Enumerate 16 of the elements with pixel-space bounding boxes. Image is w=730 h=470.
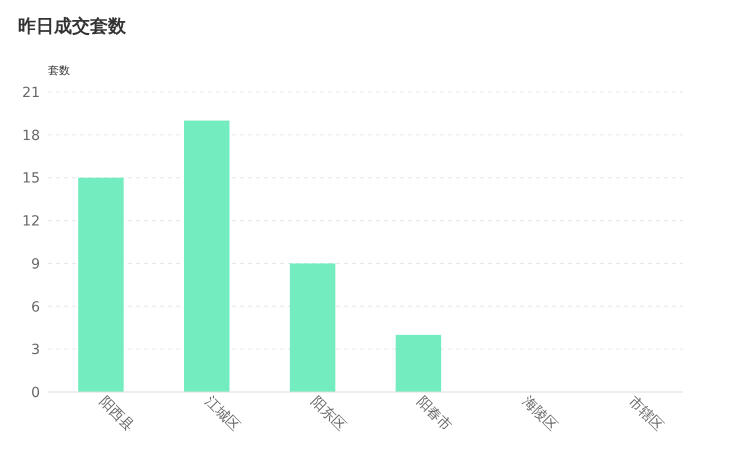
y-tick-label: 3 xyxy=(31,342,40,358)
y-tick-label: 18 xyxy=(22,128,40,144)
x-tick-label: 海陵区 xyxy=(519,393,560,434)
chart-title: 昨日成交套数 xyxy=(18,16,127,37)
x-tick-label: 市辖区 xyxy=(625,393,666,434)
y-axis-title: 套数 xyxy=(48,64,70,77)
y-tick-label: 15 xyxy=(22,170,40,187)
y-tick-label: 6 xyxy=(31,299,40,316)
y-tick-label: 9 xyxy=(31,256,40,272)
x-tick-label: 江城区 xyxy=(202,393,243,434)
y-tick-label: 12 xyxy=(22,214,40,230)
x-tick-label: 阳西县 xyxy=(96,393,137,434)
x-tick-label: 阳春市 xyxy=(413,393,454,434)
y-tick-label: 21 xyxy=(22,85,40,101)
x-tick-label: 阳东区 xyxy=(308,393,349,434)
y-tick-label: 0 xyxy=(31,385,40,401)
